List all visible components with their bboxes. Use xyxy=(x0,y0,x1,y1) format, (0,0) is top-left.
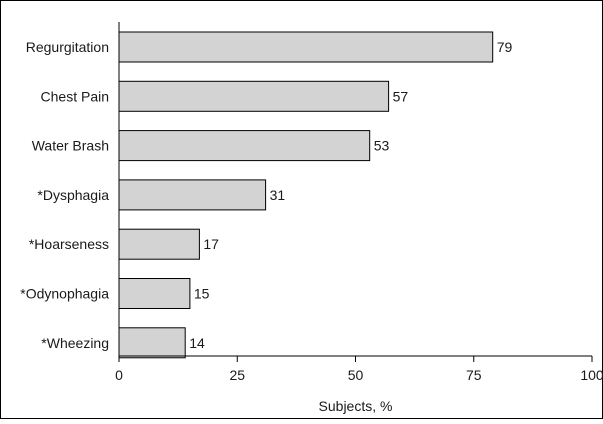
x-tick-label: 25 xyxy=(229,367,245,383)
x-ticks-group: 0 25 50 75 100 xyxy=(115,356,603,383)
x-tick-label: 0 xyxy=(115,367,123,383)
category-label: *Dysphagia xyxy=(37,187,109,203)
x-axis-title: Subjects, % xyxy=(319,398,393,414)
value-label: 57 xyxy=(393,88,409,104)
category-label: Regurgitation xyxy=(26,39,109,55)
value-labels-group: 79 57 53 31 17 15 14 xyxy=(189,39,512,351)
bars-group xyxy=(118,31,494,359)
category-label: *Hoarseness xyxy=(29,236,109,252)
bar xyxy=(118,179,267,211)
value-label: 14 xyxy=(189,335,205,351)
category-labels-group: Regurgitation Chest Pain Water Brash *Dysph… xyxy=(20,39,109,351)
bar xyxy=(118,31,494,63)
x-tick-label: 50 xyxy=(348,367,364,383)
category-label: Chest Pain xyxy=(41,88,109,104)
bar xyxy=(118,80,390,112)
category-label: Water Brash xyxy=(32,138,109,154)
bar xyxy=(118,327,186,359)
category-label: *Wheezing xyxy=(41,335,109,351)
bar xyxy=(118,228,200,260)
x-tick-label: 75 xyxy=(466,367,482,383)
x-tick-label: 100 xyxy=(580,367,603,383)
category-label: *Odynophagia xyxy=(20,286,109,302)
value-label: 31 xyxy=(270,187,286,203)
value-label: 15 xyxy=(194,286,210,302)
value-label: 79 xyxy=(497,39,513,55)
bar xyxy=(118,278,191,309)
value-label: 53 xyxy=(374,138,390,154)
bar xyxy=(118,130,371,162)
value-label: 17 xyxy=(203,236,219,252)
